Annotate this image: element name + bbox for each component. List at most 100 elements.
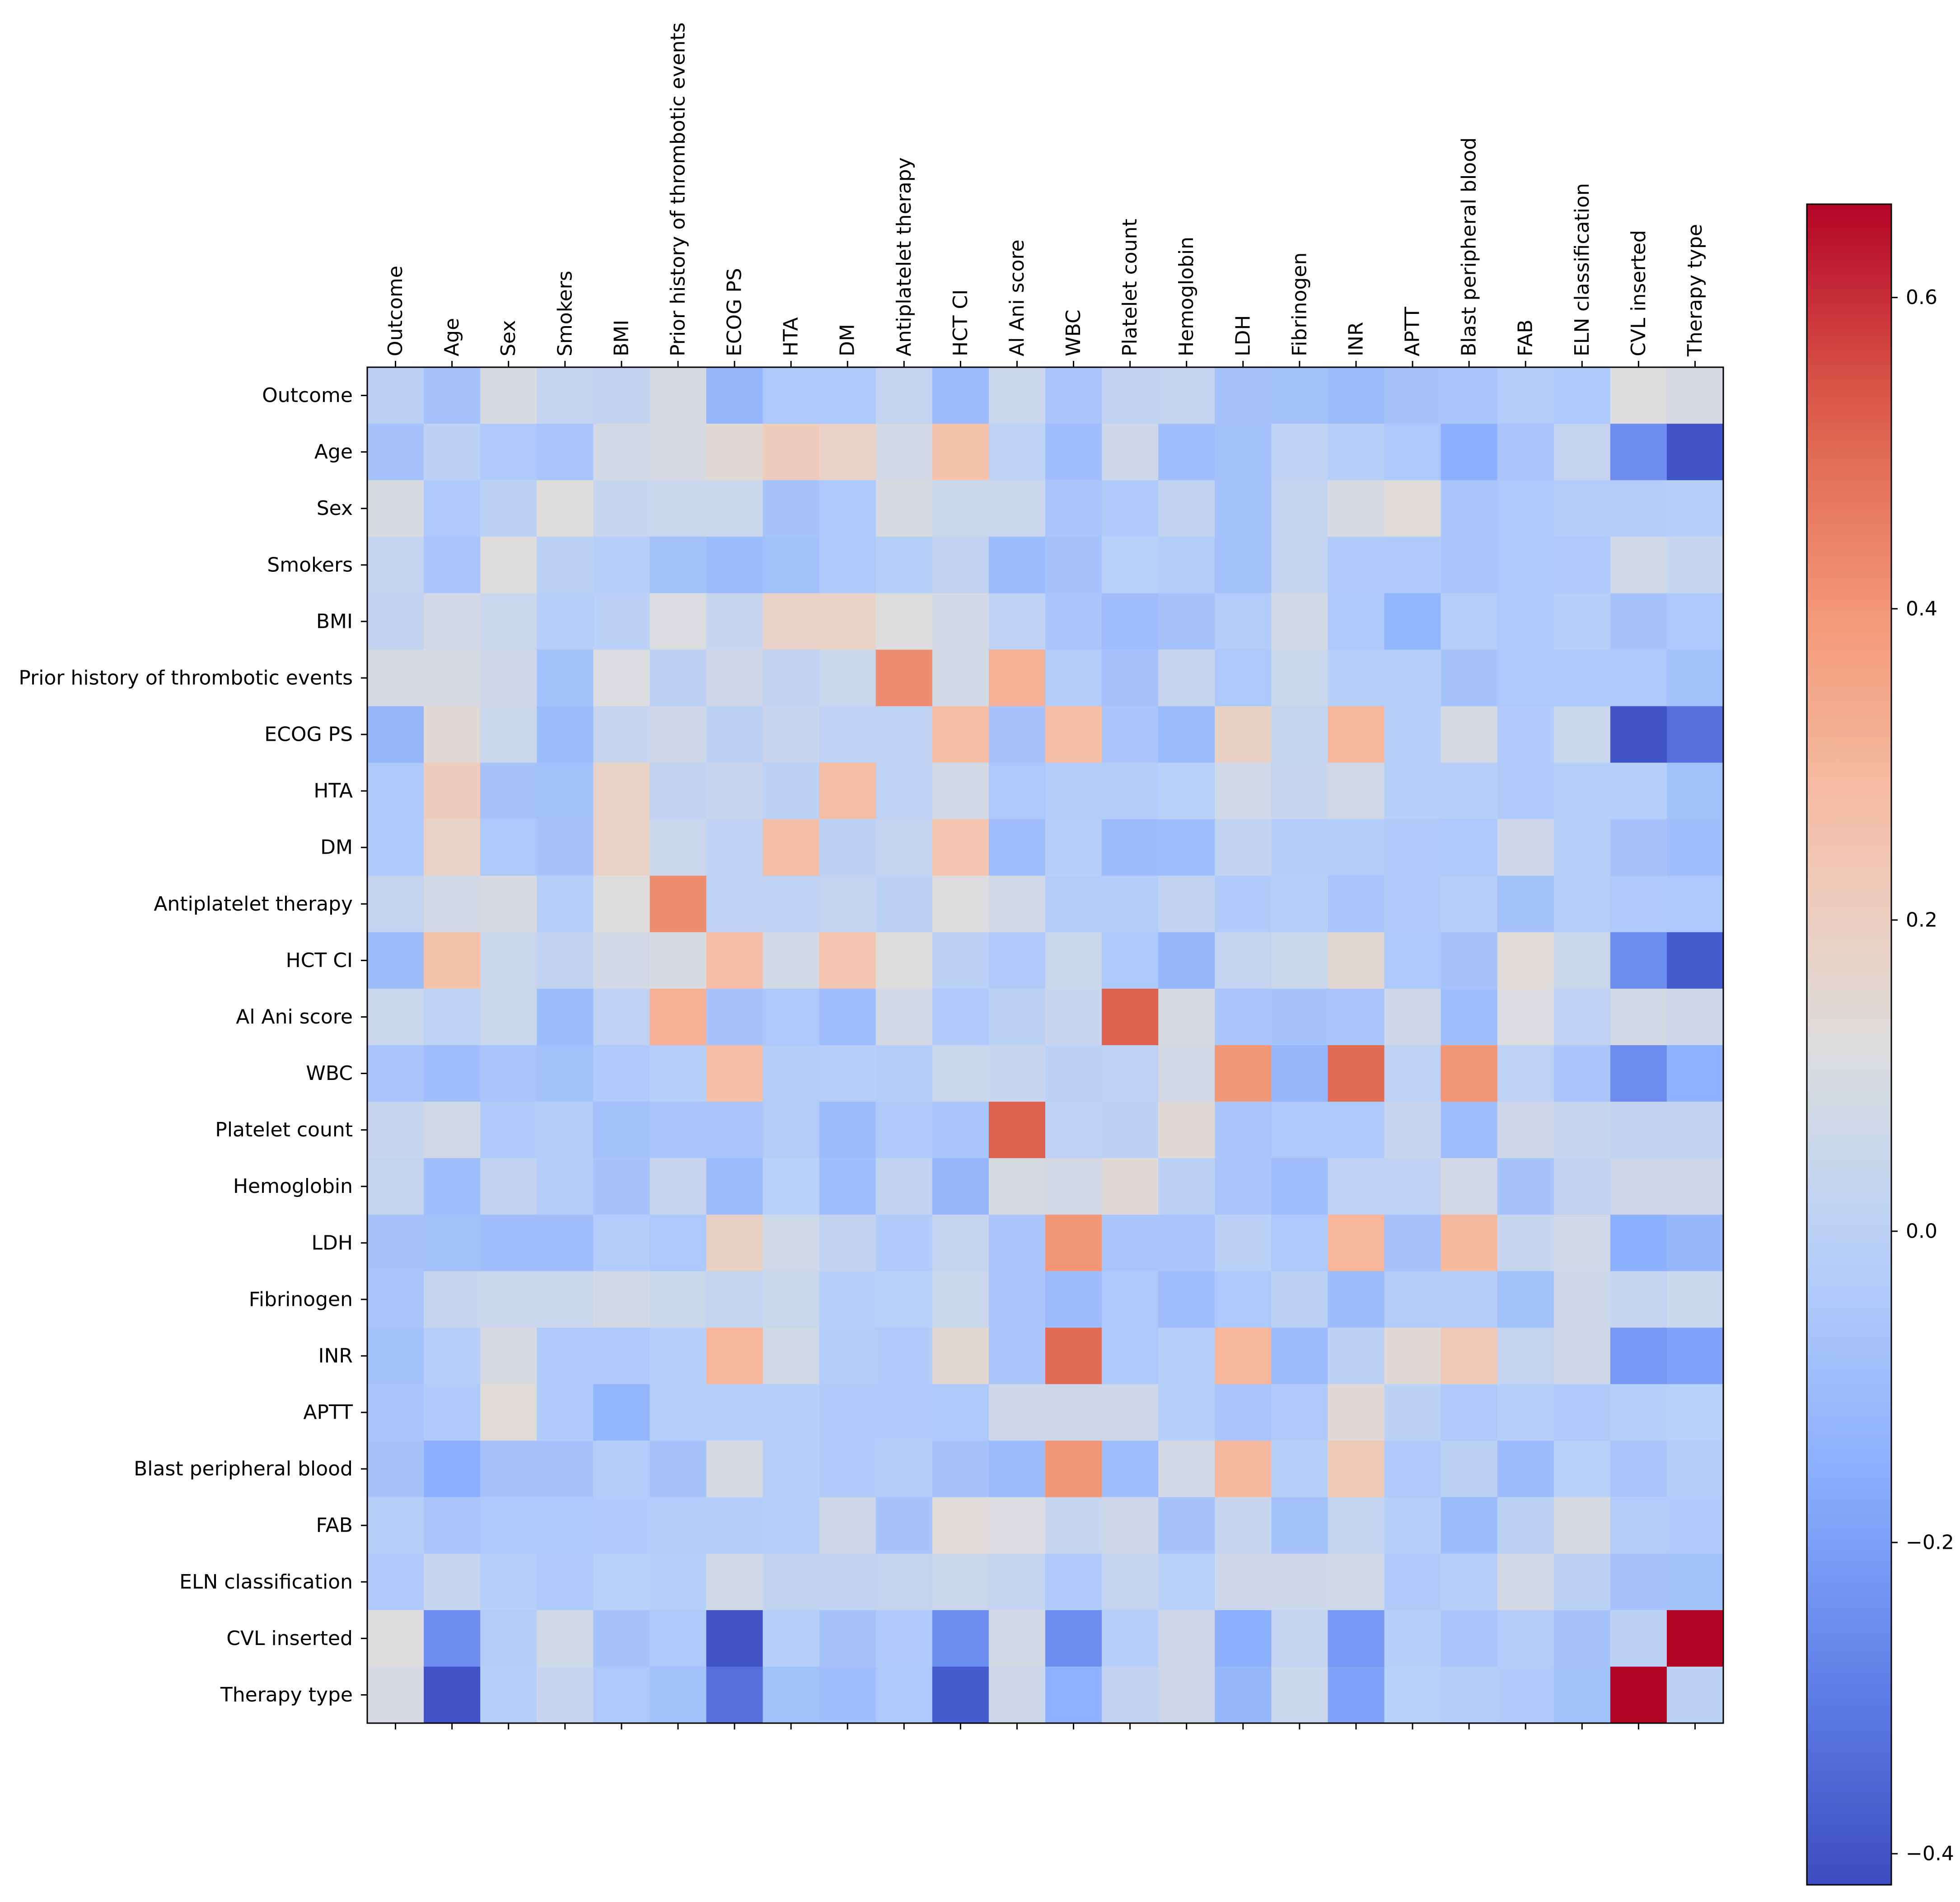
heatmap-cell [650, 593, 707, 650]
heatmap-cell [1158, 650, 1215, 707]
heatmap-cell [1666, 1271, 1724, 1328]
heatmap-cell [1328, 1327, 1385, 1385]
heatmap-cell [650, 762, 707, 820]
heatmap-cell [1441, 1102, 1498, 1159]
heatmap-cell [650, 819, 707, 876]
heatmap-cell [1441, 1215, 1498, 1271]
heatmap-cell [367, 1610, 424, 1667]
heatmap-cell [1553, 424, 1611, 481]
heatmap-cell [1384, 1327, 1441, 1385]
x-tick-label: WBC [1062, 309, 1085, 356]
heatmap-cell [819, 1666, 876, 1724]
heatmap-cell [480, 1497, 537, 1554]
heatmap-cell [1553, 480, 1611, 537]
heatmap-cell [593, 988, 650, 1046]
heatmap-cell [367, 988, 424, 1046]
heatmap-cell [988, 367, 1046, 424]
heatmap-cell [706, 367, 763, 424]
y-tick-label: Al Ani score [236, 1005, 353, 1028]
heatmap-cell [706, 593, 763, 650]
heatmap-cell [1102, 1497, 1159, 1554]
heatmap-cell [1158, 1440, 1215, 1498]
heatmap-cell [988, 1553, 1046, 1611]
heatmap-cell [480, 1610, 537, 1667]
heatmap-cell [706, 1045, 763, 1102]
heatmap-cell [1102, 706, 1159, 763]
heatmap-cell [819, 1553, 876, 1611]
heatmap-cell [1215, 762, 1272, 820]
heatmap-cell [762, 367, 820, 424]
heatmap-cell [1384, 593, 1441, 650]
heatmap-cell [1666, 875, 1724, 933]
x-tick-label: BMI [610, 320, 633, 356]
heatmap-cell [480, 706, 537, 763]
heatmap-cells [367, 367, 1724, 1724]
heatmap-cell [424, 706, 481, 763]
heatmap-cell [1666, 706, 1724, 763]
heatmap-cell [1610, 762, 1667, 820]
colorbar-tick-label: −0.4 [1906, 1842, 1954, 1865]
heatmap-cell [1102, 1158, 1159, 1215]
heatmap-cell [1215, 1553, 1272, 1611]
y-tick-label: Age [314, 440, 353, 463]
heatmap-cell [480, 875, 537, 933]
heatmap-cell [1441, 1271, 1498, 1328]
heatmap-cell [1215, 932, 1272, 989]
heatmap-cell [537, 593, 594, 650]
heatmap-cell [1384, 1610, 1441, 1667]
heatmap-cell [1610, 1271, 1667, 1328]
heatmap-cell [537, 1215, 594, 1271]
heatmap-cell [424, 1327, 481, 1385]
heatmap-cell [1271, 819, 1328, 876]
heatmap-cell [1666, 819, 1724, 876]
heatmap-cell [650, 875, 707, 933]
heatmap-cell [1102, 480, 1159, 537]
heatmap-cell [1215, 1158, 1272, 1215]
heatmap-cell [819, 706, 876, 763]
heatmap-cell [988, 1610, 1046, 1667]
heatmap-cell [988, 706, 1046, 763]
heatmap-cell [537, 819, 594, 876]
heatmap-cell [1102, 1610, 1159, 1667]
heatmap-cell [875, 1610, 933, 1667]
y-tick-label: Fibrinogen [249, 1288, 353, 1311]
heatmap-cell [424, 875, 481, 933]
heatmap-cell [480, 1553, 537, 1611]
heatmap-cell [988, 932, 1046, 989]
heatmap-cell [1441, 988, 1498, 1046]
heatmap-cell [762, 819, 820, 876]
heatmap-cell [819, 1102, 876, 1159]
heatmap-cell [537, 1102, 594, 1159]
heatmap-cell [593, 1440, 650, 1498]
heatmap-cell [1497, 1553, 1554, 1611]
heatmap-cell [1610, 932, 1667, 989]
heatmap-cell [932, 1045, 989, 1102]
x-tick-label: ELN classification [1571, 183, 1594, 356]
heatmap-cell [1441, 1610, 1498, 1667]
heatmap-cell [1553, 1215, 1611, 1271]
heatmap-cell [988, 1102, 1046, 1159]
heatmap-cell [424, 424, 481, 481]
heatmap-cell [819, 1497, 876, 1554]
heatmap-cell [1553, 819, 1611, 876]
y-tick-label: Hemoglobin [233, 1175, 353, 1198]
heatmap-cell [1102, 650, 1159, 707]
heatmap-cell [1328, 819, 1385, 876]
heatmap-cell [1271, 932, 1328, 989]
heatmap-cell [1384, 1215, 1441, 1271]
heatmap-cell [1497, 1158, 1554, 1215]
heatmap-cell [367, 706, 424, 763]
heatmap-cell [1215, 1102, 1272, 1159]
heatmap-cell [988, 1327, 1046, 1385]
heatmap-cell [988, 537, 1046, 593]
heatmap-cell [1158, 988, 1215, 1046]
heatmap-cell [537, 480, 594, 537]
heatmap-cell [1045, 1102, 1102, 1159]
heatmap-cell [480, 1384, 537, 1441]
heatmap-cell [1215, 1271, 1272, 1328]
heatmap-cell [537, 1327, 594, 1385]
y-tick-label: BMI [316, 610, 353, 633]
heatmap-cell [706, 706, 763, 763]
heatmap-cell [1102, 367, 1159, 424]
heatmap-cell [424, 650, 481, 707]
